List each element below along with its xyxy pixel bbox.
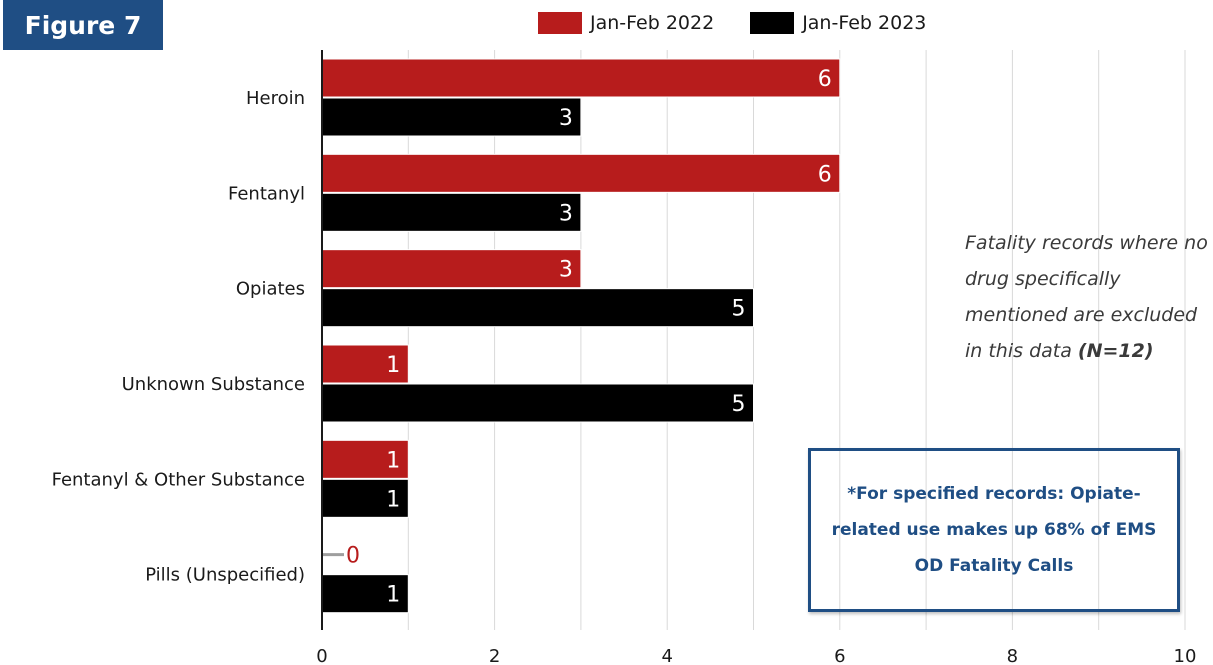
bar	[322, 384, 754, 422]
bar	[322, 59, 840, 97]
data-label: 3	[559, 106, 573, 131]
category-label: Unknown Substance	[122, 374, 305, 395]
bar	[322, 193, 581, 231]
data-label: 1	[386, 583, 400, 608]
bar	[322, 154, 840, 192]
data-label: 3	[559, 258, 573, 283]
bar	[322, 98, 581, 136]
callout-text: *For specified records: Opiate-related u…	[829, 476, 1159, 584]
data-label: 5	[732, 392, 746, 417]
data-label: 6	[818, 162, 832, 187]
category-label: Pills (Unspecified)	[145, 565, 305, 586]
callout-box: *For specified records: Opiate-related u…	[808, 448, 1180, 612]
data-label: 1	[386, 448, 400, 473]
category-label: Fentanyl	[228, 183, 305, 204]
exclusion-note: Fatality records where no drug specifica…	[965, 225, 1210, 369]
data-label: 6	[818, 67, 832, 92]
bar	[322, 250, 581, 288]
exclusion-note-count: (N=12)	[1078, 340, 1154, 362]
category-label: Heroin	[246, 88, 305, 109]
data-label: 1	[386, 487, 400, 512]
x-tick-label: 4	[661, 646, 672, 665]
x-tick-label: 6	[834, 646, 845, 665]
x-tick-label: 10	[1174, 646, 1197, 665]
bar	[322, 289, 754, 327]
x-tick-label: 8	[1007, 646, 1018, 665]
data-label: 1	[386, 353, 400, 378]
data-label: 5	[732, 297, 746, 322]
x-tick-label: 0	[316, 646, 327, 665]
category-label: Fentanyl & Other Substance	[52, 469, 305, 490]
x-tick-label: 2	[489, 646, 500, 665]
category-label: Opiates	[236, 279, 305, 300]
data-label: 0	[346, 544, 360, 569]
data-label: 3	[559, 201, 573, 226]
